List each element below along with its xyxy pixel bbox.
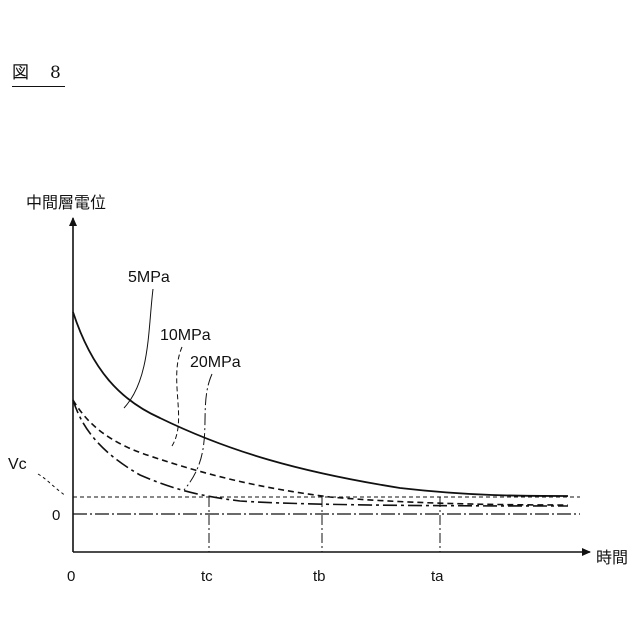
series-20mpa-label: 20MPa xyxy=(190,354,241,371)
x-axis-label: 時間 xyxy=(596,549,628,567)
y-axis-label: 中間層電位 xyxy=(26,194,106,212)
series-10mpa-label: 10MPa xyxy=(160,327,211,344)
series-5mpa-label: 5MPa xyxy=(128,269,170,286)
series-10mpa-line xyxy=(73,400,568,505)
x-tick-label-0: 0 xyxy=(67,568,75,585)
vc-leader-line xyxy=(38,474,66,496)
x-tick-label-ta: ta xyxy=(431,568,444,585)
series-5mpa-line xyxy=(73,312,568,496)
y-tick-label: 0 xyxy=(52,507,60,524)
x-tick-label-tb: tb xyxy=(313,568,326,585)
series-20mpa-leader xyxy=(184,374,212,490)
series-5mpa-leader xyxy=(124,289,153,408)
vc-label: Vc xyxy=(8,456,27,473)
x-tick-label-tc: tc xyxy=(201,568,213,585)
series-10mpa-leader xyxy=(172,347,182,446)
series-20mpa-line xyxy=(73,400,568,506)
